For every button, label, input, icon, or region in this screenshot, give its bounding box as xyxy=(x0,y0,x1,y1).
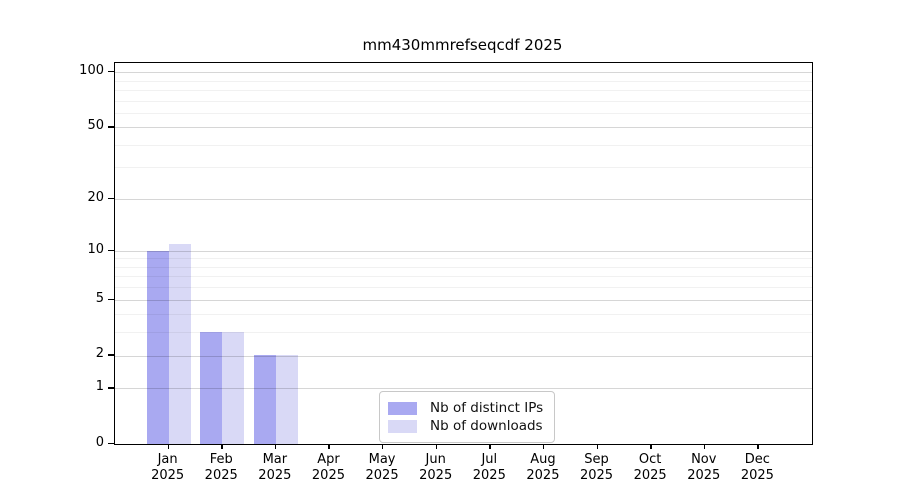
y-tick-label: 2 xyxy=(95,346,104,362)
minor-gridline xyxy=(115,266,812,268)
minor-gridline xyxy=(115,167,812,169)
major-gridline xyxy=(115,72,812,73)
minor-gridline xyxy=(115,89,812,91)
major-gridline xyxy=(115,250,812,252)
x-tick-label: Jul 2025 xyxy=(472,452,506,483)
y-tick-mark xyxy=(108,354,114,356)
legend-label-downloads: Nb of downloads xyxy=(430,418,543,434)
y-tick-label: 50 xyxy=(87,118,104,134)
y-tick-label: 0 xyxy=(95,435,104,450)
y-tick-label: 100 xyxy=(79,63,104,79)
major-gridline xyxy=(115,299,812,301)
x-tick-label: Dec 2025 xyxy=(740,452,774,483)
major-gridline xyxy=(115,388,812,390)
y-tick-mark xyxy=(108,126,114,128)
x-tick-label: Apr 2025 xyxy=(311,452,345,483)
legend-label-distinct-ips: Nb of distinct IPs xyxy=(430,400,544,416)
y-tick-mark xyxy=(108,387,114,389)
bar-downloads xyxy=(275,355,298,444)
x-tick-mark xyxy=(328,444,330,449)
x-tick-mark xyxy=(542,444,545,449)
x-tick-label: Feb 2025 xyxy=(204,452,238,483)
minor-gridline xyxy=(115,276,812,278)
y-tick-label: 20 xyxy=(87,189,104,205)
chart-title: mm430mmrefseqcdf 2025 xyxy=(362,36,563,54)
x-tick-label: Sep 2025 xyxy=(579,452,614,483)
x-tick-mark xyxy=(489,444,491,449)
bar-downloads xyxy=(222,332,245,444)
minor-gridline xyxy=(115,287,812,289)
x-tick-mark xyxy=(703,444,706,449)
minor-gridline xyxy=(115,258,812,260)
minor-gridline xyxy=(115,144,812,146)
y-tick-label: 10 xyxy=(87,241,104,257)
y-tick-mark xyxy=(108,249,114,252)
legend-swatch-downloads xyxy=(388,419,417,433)
minor-gridline xyxy=(115,332,812,334)
y-tick-mark xyxy=(108,197,114,200)
x-tick-label: May 2025 xyxy=(365,452,399,483)
legend-entry-downloads: Nb of downloads xyxy=(388,418,543,434)
x-tick-mark xyxy=(757,444,759,449)
minor-gridline xyxy=(115,314,812,316)
x-tick-label: Mar 2025 xyxy=(258,452,292,483)
y-tick-mark xyxy=(108,443,114,445)
minor-gridline xyxy=(115,80,812,82)
x-tick-label: Nov 2025 xyxy=(687,452,721,483)
x-tick-mark xyxy=(435,444,438,449)
major-gridline xyxy=(115,127,812,129)
x-tick-mark xyxy=(382,444,384,449)
bar-distinct-ips xyxy=(200,332,223,444)
x-tick-mark xyxy=(167,444,169,449)
x-tick-label: Jun 2025 xyxy=(419,452,453,483)
minor-gridline xyxy=(115,100,812,102)
x-tick-label: Jan 2025 xyxy=(151,452,185,483)
x-tick-mark xyxy=(221,444,223,449)
x-tick-mark xyxy=(596,444,598,449)
x-tick-label: Aug 2025 xyxy=(526,452,560,483)
bar-distinct-ips xyxy=(253,355,276,444)
bar-downloads xyxy=(168,243,191,444)
plot-area xyxy=(114,62,813,445)
y-tick-label: 1 xyxy=(95,379,104,395)
legend-entry-distinct-ips: Nb of distinct IPs xyxy=(388,400,543,416)
legend-swatch-distinct-ips xyxy=(388,401,417,415)
y-tick-label: 5 xyxy=(95,290,104,306)
legend: Nb of distinct IPs Nb of downloads xyxy=(379,391,556,443)
y-tick-mark xyxy=(108,298,114,300)
x-tick-mark xyxy=(274,444,277,449)
major-gridline xyxy=(115,355,812,357)
x-tick-label: Oct 2025 xyxy=(633,452,667,483)
major-gridline xyxy=(115,198,812,200)
x-tick-mark xyxy=(650,444,652,449)
minor-gridline xyxy=(115,112,812,114)
y-tick-mark xyxy=(108,71,114,73)
bar-distinct-ips xyxy=(146,250,169,444)
